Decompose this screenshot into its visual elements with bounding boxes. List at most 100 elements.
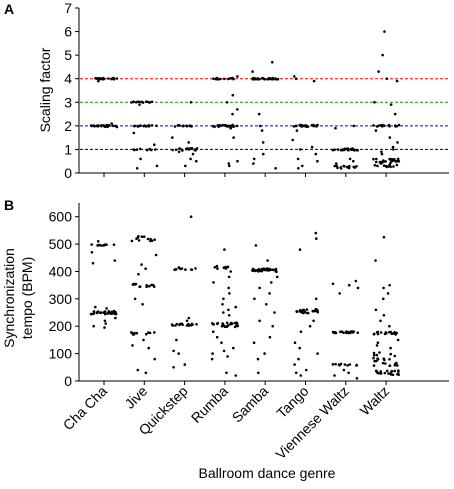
data-point (303, 310, 307, 314)
data-point (145, 285, 148, 289)
y-tick-label: 400 (49, 263, 73, 279)
data-point (146, 237, 150, 241)
data-point (374, 129, 378, 132)
data-point (375, 344, 379, 347)
data-point (382, 297, 385, 301)
data-point (388, 283, 391, 287)
data-point (135, 148, 139, 151)
data-point (194, 267, 197, 270)
data-point (94, 305, 97, 309)
data-point (298, 248, 302, 251)
data-point (312, 319, 315, 323)
data-point (272, 77, 275, 80)
data-point (345, 165, 349, 169)
data-point (388, 125, 391, 128)
data-point (343, 363, 347, 366)
data-point (190, 147, 194, 150)
data-point (170, 323, 174, 326)
data-point (184, 147, 188, 151)
y-tick-label: 4 (64, 71, 72, 87)
data-point (380, 161, 384, 164)
data-point (133, 124, 137, 128)
data-point (388, 163, 392, 167)
y-tick-label: 1 (64, 141, 72, 157)
category-label: Waltz (357, 383, 393, 419)
data-point (215, 335, 219, 339)
data-point (96, 310, 100, 313)
data-point (112, 77, 115, 81)
data-point (384, 160, 387, 163)
data-point (187, 141, 190, 144)
data-point (395, 160, 398, 163)
data-point (226, 324, 230, 327)
data-point (172, 366, 175, 369)
data-point (227, 314, 231, 317)
panel-a-ylabel: Scaling factor (37, 47, 53, 132)
data-point (263, 352, 266, 355)
data-point (379, 331, 383, 334)
data-point (293, 341, 297, 345)
data-point (301, 124, 304, 128)
data-point (374, 308, 378, 312)
data-point (259, 124, 262, 128)
data-point (97, 77, 101, 80)
data-point (372, 364, 376, 367)
data-point (377, 70, 380, 73)
data-point (97, 79, 100, 83)
data-point (343, 165, 346, 168)
data-point (389, 161, 392, 165)
data-point (293, 75, 296, 78)
data-point (136, 124, 139, 128)
category-label: Cha Cha (60, 383, 111, 434)
data-point (332, 331, 336, 334)
data-point (103, 125, 106, 128)
data-point (236, 159, 239, 163)
data-point (374, 160, 378, 164)
y-tick-label: 6 (64, 24, 72, 40)
data-point (385, 77, 389, 80)
data-point (295, 129, 299, 132)
data-point (372, 333, 376, 336)
data-point (301, 308, 305, 312)
data-point (393, 369, 397, 373)
data-point (312, 79, 316, 83)
category-label: Jive (121, 383, 150, 412)
data-point (258, 286, 261, 290)
data-point (294, 371, 298, 375)
data-point (177, 150, 181, 154)
data-point (92, 310, 96, 313)
data-point (381, 53, 384, 57)
data-point (376, 358, 380, 361)
data-point (257, 371, 260, 375)
data-point (395, 79, 399, 83)
data-point (372, 356, 375, 360)
data-point (268, 268, 271, 272)
data-point (298, 123, 302, 127)
data-point (336, 148, 340, 151)
data-point (230, 77, 234, 80)
data-point (270, 281, 273, 284)
data-point (112, 310, 116, 314)
data-point (382, 314, 386, 317)
data-point (316, 123, 319, 127)
data-point (388, 324, 391, 328)
data-point (385, 165, 389, 169)
data-point (106, 312, 109, 315)
data-point (256, 77, 260, 80)
data-point (251, 70, 254, 73)
data-point (90, 251, 94, 254)
data-point (381, 361, 385, 365)
data-point (213, 266, 217, 269)
data-point (149, 237, 152, 241)
data-point (107, 124, 111, 127)
data-point (195, 159, 198, 163)
data-point (348, 157, 352, 161)
data-point (222, 311, 225, 314)
data-point (131, 344, 134, 347)
data-point (103, 312, 107, 316)
data-point (183, 363, 187, 366)
data-point (226, 77, 230, 81)
data-point (372, 353, 376, 357)
data-point (147, 125, 151, 128)
data-point (100, 124, 103, 127)
